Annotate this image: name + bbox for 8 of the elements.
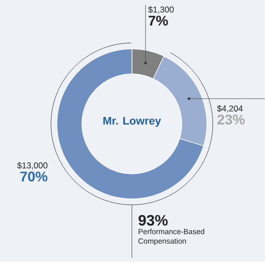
text: 70% — [20, 172, 48, 182]
data-label: $1,300 — [148, 6, 174, 14]
data-label: $4,204 — [217, 105, 243, 113]
text: 93% — [138, 215, 168, 226]
text: 23% — [217, 114, 245, 125]
text: Mr. Lowrey — [103, 117, 162, 127]
data-label: $13,000 — [17, 162, 48, 170]
text: 7% — [148, 16, 168, 26]
